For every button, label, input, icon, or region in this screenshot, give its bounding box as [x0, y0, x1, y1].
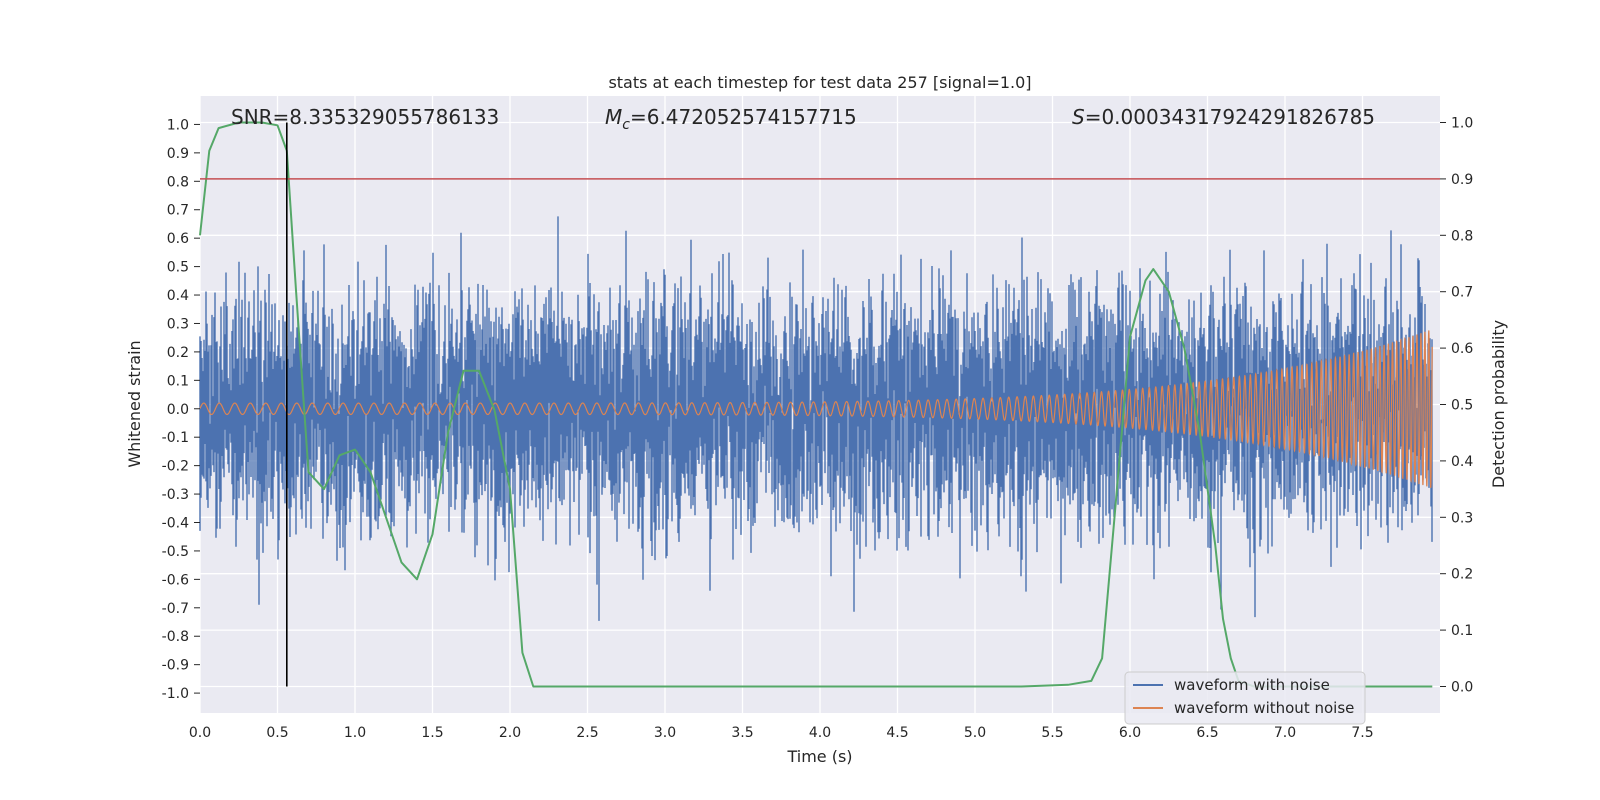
right-y-tick-label: 0.3: [1451, 510, 1473, 526]
x-axis-label: Time (s): [786, 747, 852, 766]
x-tick-label: 7.0: [1274, 725, 1296, 741]
x-tick-label: 6.5: [1196, 725, 1218, 741]
probability-line: [199, 121, 1433, 688]
left-y-tick-label: -0.1: [162, 430, 189, 446]
left-y-tick-label: -0.3: [162, 487, 189, 503]
right-y-tick-label: 0.4: [1451, 454, 1473, 470]
right-y-axis-ticks: 1.0 0.9 0.8 0.7 0.6 0.5 0.4 0.3 0.2 0.1 0.0: [1440, 116, 1473, 695]
left-y-tick-label: 0.7: [167, 203, 189, 219]
legend: waveform with noise waveform without noi…: [1124, 671, 1366, 725]
right-y-tick-label: 0.0: [1451, 679, 1473, 695]
x-tick-label: 2.0: [499, 725, 521, 741]
series-waveform-without-noise: [199, 330, 1433, 488]
left-y-tick-label: 0.4: [167, 288, 189, 304]
x-tick-label: 3.5: [731, 725, 753, 741]
legend-label-noise: waveform with noise: [1174, 676, 1330, 694]
right-y-axis-label: Detection probability: [1489, 320, 1508, 488]
legend-frame: [1124, 671, 1366, 725]
chirp-mass-symbol: M: [605, 105, 622, 129]
right-y-tick-label: 0.2: [1451, 567, 1473, 583]
s-value: =0.00034317924291826785: [1085, 105, 1375, 129]
left-y-axis-label: Whitened strain: [125, 340, 144, 467]
left-y-tick-label: -0.2: [162, 459, 189, 475]
left-y-tick-label: -0.8: [162, 629, 189, 645]
left-y-tick-label: 0.1: [167, 373, 189, 389]
left-y-tick-label: -0.6: [162, 572, 189, 588]
right-y-tick-label: 1.0: [1451, 116, 1473, 132]
x-axis-ticks: 0.0 0.5 1.0 1.5 2.0 2.5 3.0 3.5 4.0 4.5 5.0 5.5 6.0 6…: [189, 725, 1374, 741]
right-y-tick-label: 0.7: [1451, 285, 1473, 301]
x-tick-label: 1.0: [344, 725, 366, 741]
x-tick-label: 5.0: [964, 725, 986, 741]
x-tick-label: 0.0: [189, 725, 211, 741]
x-tick-label: 5.5: [1041, 725, 1063, 741]
x-tick-label: 6.0: [1119, 725, 1141, 741]
left-y-tick-label: 0.9: [167, 146, 189, 162]
x-tick-label: 2.5: [576, 725, 598, 741]
right-y-tick-label: 0.6: [1451, 341, 1473, 357]
x-tick-label: 0.5: [266, 725, 288, 741]
series-detection-probability: [199, 121, 1433, 688]
chirp-mass-annotation: Mc=6.472052574157715: [605, 105, 857, 133]
left-y-tick-label: 0.2: [167, 345, 189, 361]
right-y-tick-label: 0.1: [1451, 623, 1473, 639]
s-annotation: S=0.00034317924291826785: [1072, 105, 1375, 129]
left-y-tick-label: 0.0: [167, 402, 189, 418]
markers: [200, 122, 1440, 687]
left-y-tick-label: 0.8: [167, 174, 189, 190]
legend-label-clean: waveform without noise: [1174, 699, 1354, 717]
right-y-tick-label: 0.5: [1451, 398, 1473, 414]
x-tick-label: 1.5: [421, 725, 443, 741]
left-y-tick-label: -0.9: [162, 658, 189, 674]
left-y-tick-label: 0.5: [167, 260, 189, 276]
left-y-tick-label: 0.3: [167, 316, 189, 332]
left-y-tick-label: -0.4: [162, 515, 189, 531]
left-y-tick-label: 0.6: [167, 231, 189, 247]
left-y-tick-label: 1.0: [167, 117, 189, 133]
right-y-tick-label: 0.9: [1451, 172, 1473, 188]
left-y-tick-label: -0.7: [162, 601, 189, 617]
x-tick-label: 3.0: [654, 725, 676, 741]
left-y-axis-ticks: 1.0 0.9 0.8 0.7 0.6 0.5 0.4 0.3 0.2 0.1 0.0 -0.1 -0.…: [162, 117, 200, 702]
clean-waveform-path: [199, 330, 1433, 488]
x-tick-label: 4.0: [809, 725, 831, 741]
x-tick-label: 7.5: [1351, 725, 1373, 741]
snr-annotation: SNR=8.335329055786133: [231, 105, 499, 129]
right-y-tick-label: 0.8: [1451, 228, 1473, 244]
left-y-tick-label: -0.5: [162, 544, 189, 560]
x-tick-label: 4.5: [886, 725, 908, 741]
chart-title: stats at each timestep for test data 257…: [608, 73, 1031, 92]
chirp-mass-subscript: c: [622, 117, 630, 133]
chirp-mass-value: =6.472052574157715: [630, 105, 857, 129]
left-y-tick-label: -1.0: [162, 686, 189, 702]
s-symbol: S: [1072, 105, 1085, 129]
